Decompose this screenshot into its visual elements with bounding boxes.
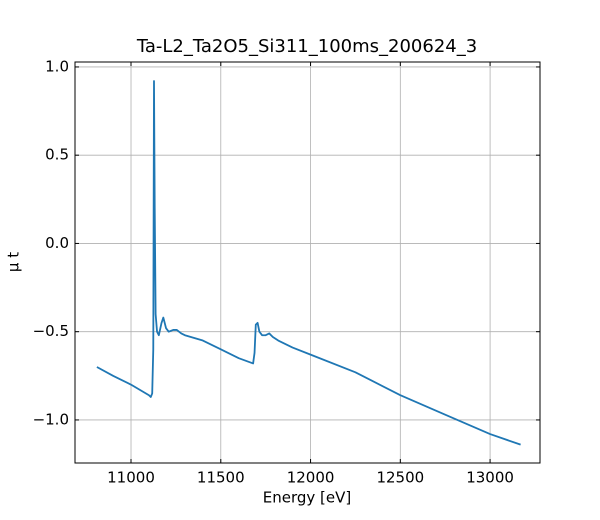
y-tick-label: 1.0 — [45, 57, 69, 75]
x-tick-label: 11000 — [107, 469, 155, 487]
x-tick-label: 12000 — [287, 469, 335, 487]
data-line — [96, 80, 521, 446]
plot-frame — [74, 61, 541, 464]
y-axis-label: μ t — [5, 252, 23, 272]
x-tick-label: 13000 — [466, 469, 514, 487]
x-axis-label: Energy [eV] — [263, 489, 351, 507]
y-tick-label: −0.5 — [33, 322, 69, 340]
x-tick-label: 11500 — [197, 469, 245, 487]
chart-title: Ta-L2_Ta2O5_Si311_100ms_200624_3 — [136, 36, 477, 57]
y-tick-label: 0.0 — [45, 234, 69, 252]
y-tick-label: −1.0 — [33, 410, 69, 428]
x-tick-label: 12500 — [376, 469, 424, 487]
y-tick-label: 0.5 — [45, 146, 69, 164]
